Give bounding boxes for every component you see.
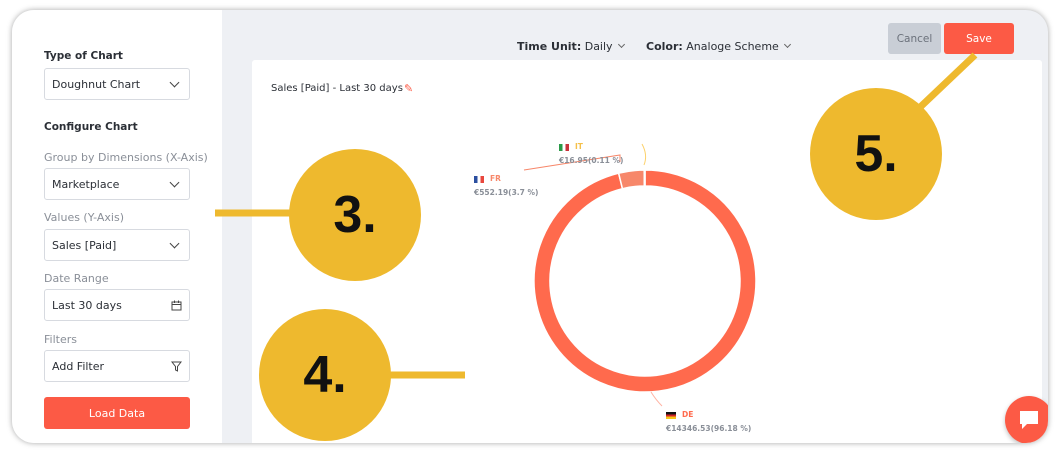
time-unit-value: Daily — [584, 40, 613, 53]
date-range-label: Date Range — [44, 272, 109, 285]
chevron-down-icon — [169, 177, 180, 187]
group-by-select[interactable]: Marketplace — [44, 168, 190, 200]
legend-label-de: DE — [682, 410, 694, 419]
doughnut-chart — [523, 143, 757, 407]
date-range-value: Last 30 days — [52, 298, 122, 312]
color-value: Analoge Scheme — [686, 40, 779, 53]
color-label: Color: — [646, 40, 683, 53]
chevron-down-icon — [169, 77, 180, 87]
callout-4: 4. — [259, 309, 391, 441]
legend-de: DE €14346.53(96.18 %) — [666, 408, 751, 436]
date-range-input[interactable]: Last 30 days — [44, 289, 190, 321]
app-window: Type of Chart Doughnut Chart Configure C… — [12, 10, 1048, 443]
values-select[interactable]: Sales [Paid] — [44, 229, 190, 261]
save-button[interactable]: Save — [944, 23, 1014, 54]
chevron-down-icon — [617, 40, 625, 49]
chat-button[interactable] — [1005, 396, 1048, 443]
color-select[interactable]: Color: Analoge Scheme — [646, 40, 791, 53]
legend-label-it: IT — [575, 142, 583, 151]
legend-label-fr: FR — [490, 174, 501, 183]
callout-3: 3. — [289, 149, 421, 281]
legend-value-fr: €552.19(3.7 %) — [474, 188, 539, 197]
chart-type-value: Doughnut Chart — [52, 77, 141, 91]
values-label: Values (Y-Axis) — [44, 211, 124, 224]
leader-de — [650, 391, 663, 407]
germany-flag-icon — [666, 411, 676, 419]
legend-fr: FR €552.19(3.7 %) — [474, 172, 538, 200]
calendar-icon — [171, 300, 182, 310]
leader-fr — [523, 154, 621, 171]
time-unit-select[interactable]: Time Unit: Daily — [517, 40, 625, 53]
edit-pencil-icon[interactable]: ✎ — [404, 82, 414, 95]
cancel-button[interactable]: Cancel — [888, 23, 941, 54]
configure-chart-label: Configure Chart — [44, 121, 138, 133]
filter-icon — [171, 361, 182, 372]
add-filter-button[interactable]: Add Filter — [44, 350, 190, 382]
time-unit-label: Time Unit: — [517, 40, 582, 53]
values-value: Sales [Paid] — [52, 238, 117, 252]
chart-title: Sales [Paid] - Last 30 days — [271, 83, 403, 94]
type-of-chart-label: Type of Chart — [44, 50, 123, 62]
slice-de[interactable] — [533, 169, 757, 393]
filters-label: Filters — [44, 333, 77, 346]
legend-value-de: €14346.53(96.18 %) — [666, 424, 752, 433]
load-data-button[interactable]: Load Data — [44, 397, 190, 429]
group-by-value: Marketplace — [52, 177, 120, 191]
chat-bubble-icon — [1020, 411, 1038, 429]
legend-value-it: €16.95(0.11 %) — [559, 156, 624, 165]
chart-type-select[interactable]: Doughnut Chart — [44, 68, 190, 100]
group-by-label: Group by Dimensions (X-Axis) — [44, 151, 208, 164]
italy-flag-icon — [559, 143, 569, 151]
callout-5: 5. — [810, 88, 942, 220]
france-flag-icon — [474, 175, 484, 183]
slice-fr[interactable] — [617, 169, 646, 190]
sidebar: Type of Chart Doughnut Chart Configure C… — [12, 10, 222, 443]
slice-it[interactable] — [643, 169, 646, 187]
legend-it: IT €16.95(0.11 %) — [559, 140, 623, 168]
chevron-down-icon — [169, 238, 180, 248]
add-filter-value: Add Filter — [52, 359, 105, 373]
chevron-down-icon — [783, 40, 791, 49]
leader-it — [641, 143, 647, 166]
